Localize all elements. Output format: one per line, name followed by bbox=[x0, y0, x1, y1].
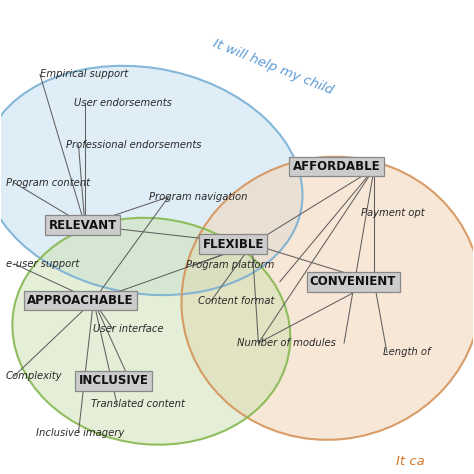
Text: Translated content: Translated content bbox=[91, 399, 185, 409]
Text: e-user support: e-user support bbox=[6, 259, 79, 269]
Text: Program navigation: Program navigation bbox=[149, 192, 248, 202]
Text: Program content: Program content bbox=[6, 178, 90, 188]
Text: It ca: It ca bbox=[395, 455, 424, 468]
Text: Number of modules: Number of modules bbox=[237, 338, 336, 348]
Text: Inclusive imagery: Inclusive imagery bbox=[36, 428, 124, 438]
Text: Professional endorsements: Professional endorsements bbox=[65, 140, 201, 150]
Text: Length of: Length of bbox=[383, 347, 430, 357]
Text: AFFORDABLE: AFFORDABLE bbox=[292, 160, 380, 173]
Text: User endorsements: User endorsements bbox=[74, 98, 172, 108]
Text: APPROACHABLE: APPROACHABLE bbox=[27, 294, 134, 307]
Text: RELEVANT: RELEVANT bbox=[48, 219, 117, 232]
Ellipse shape bbox=[0, 66, 302, 295]
Text: CONVENIENT: CONVENIENT bbox=[310, 275, 396, 288]
Text: INCLUSIVE: INCLUSIVE bbox=[79, 374, 148, 387]
Text: User interface: User interface bbox=[93, 324, 164, 334]
Ellipse shape bbox=[12, 218, 290, 445]
Text: FLEXIBLE: FLEXIBLE bbox=[203, 237, 264, 251]
Text: Program platform: Program platform bbox=[186, 260, 274, 270]
Ellipse shape bbox=[182, 157, 474, 440]
Text: Complexity: Complexity bbox=[6, 371, 62, 381]
Text: Empirical support: Empirical support bbox=[40, 69, 128, 80]
Text: Content format: Content format bbox=[199, 296, 275, 306]
Text: Payment opt: Payment opt bbox=[361, 209, 425, 219]
Text: It will help my child: It will help my child bbox=[211, 36, 335, 97]
